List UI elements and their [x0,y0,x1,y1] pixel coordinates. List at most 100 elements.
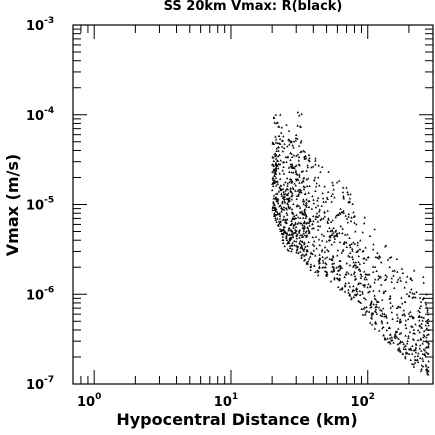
data-point [307,153,311,157]
x-tick-label-exponent: 0 [95,392,101,402]
data-point [390,277,393,280]
data-point [303,157,306,160]
data-point [316,271,320,274]
data-point [291,194,294,197]
data-point [403,314,407,317]
data-point [304,204,307,207]
data-point [300,245,303,248]
data-point [288,233,291,236]
data-point [380,283,383,286]
data-point [404,357,407,360]
data-point [278,172,281,175]
x-tick-label-exponent: 1 [232,392,238,402]
data-point [290,247,294,250]
data-point [394,334,398,338]
data-point [298,181,301,184]
data-point [285,123,288,126]
data-point [331,265,334,268]
data-point [290,195,293,198]
data-point [305,201,308,204]
data-point [344,284,347,287]
data-point [375,312,379,315]
data-point [288,246,292,249]
data-point [358,262,361,265]
data-point [284,181,287,184]
data-point [296,111,300,114]
data-point [347,272,350,275]
data-point [352,272,356,275]
data-point [272,159,275,162]
data-point [342,248,345,251]
data-point [274,113,278,116]
data-point [323,211,326,214]
data-point [288,238,292,241]
data-point [291,155,294,158]
data-point [317,259,321,262]
data-point [345,270,349,273]
data-point [374,255,378,258]
data-point [412,328,416,331]
data-point [299,216,302,219]
data-point [426,372,429,375]
data-point [306,249,309,253]
data-point [304,216,307,219]
data-point [273,214,276,217]
data-point [317,274,320,277]
data-point [285,234,288,237]
data-point [397,278,400,281]
data-point [420,315,423,319]
data-point [309,263,313,266]
data-point [301,253,305,256]
data-point [274,157,278,160]
data-point [275,169,278,172]
data-point [271,141,274,144]
data-point [311,194,314,198]
data-point [342,195,345,198]
data-point [410,362,414,365]
data-point [344,282,347,285]
data-point [274,176,278,179]
data-point [315,182,318,185]
data-point [308,224,311,227]
data-point [303,213,306,216]
data-point [278,153,281,156]
data-point [305,230,308,233]
data-point [427,318,430,321]
data-point [425,327,429,330]
data-point [285,160,288,163]
data-point [326,229,329,233]
data-point [282,233,285,236]
data-point [309,268,312,271]
data-point [276,182,279,185]
data-point [282,241,285,244]
data-point [317,238,321,241]
data-point [338,179,341,182]
data-point [425,351,428,354]
data-point [291,233,294,236]
chart-title: SS 20km Vmax: R(black) [164,0,343,14]
data-point [368,234,372,237]
data-point [396,316,399,319]
data-point [407,312,411,315]
data-point [333,237,337,240]
data-point [399,306,402,309]
data-point [410,278,414,282]
data-point [272,164,275,167]
data-point [405,280,408,283]
data-point [276,159,280,162]
data-point [413,332,416,335]
data-point [298,190,302,193]
data-point [303,254,306,257]
data-point [410,288,413,291]
data-point [296,189,299,192]
data-point [311,223,314,226]
data-point [412,295,415,298]
data-point [273,179,276,182]
data-point [391,269,395,272]
data-point [335,181,339,184]
data-point [308,184,311,187]
data-point [280,192,283,195]
data-point [282,165,285,168]
data-point [421,319,424,322]
data-point [424,363,428,366]
